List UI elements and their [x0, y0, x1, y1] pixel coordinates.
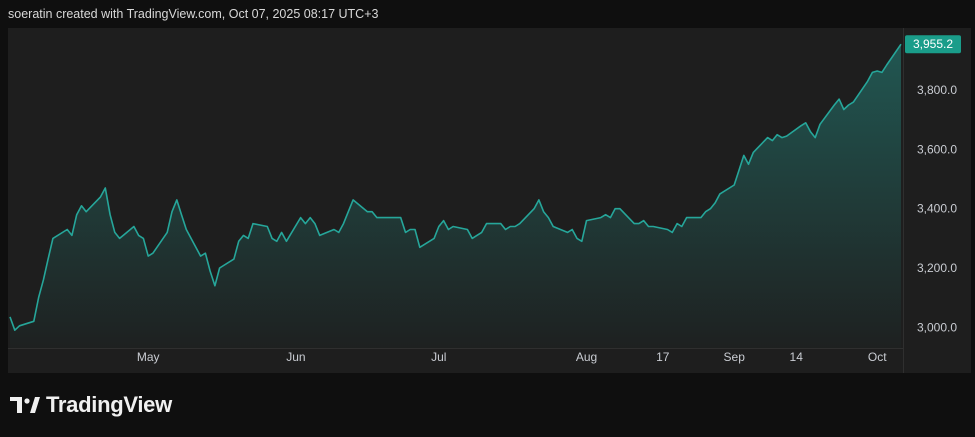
x-tick-label: 17: [656, 350, 670, 364]
tradingview-brand[interactable]: TradingView: [10, 392, 172, 418]
y-tick-label: 3,000.0: [917, 320, 957, 334]
y-tick-label: 3,800.0: [917, 83, 957, 97]
x-tick-label: May: [137, 350, 160, 364]
last-price-label: 3,955.2: [913, 37, 953, 51]
price-area-layer: [10, 44, 901, 348]
x-tick-label: 14: [790, 350, 804, 364]
price-axis[interactable]: 3,000.0 3,200.0 3,400.0 3,600.0 3,800.0: [917, 83, 957, 334]
x-tick-label: Oct: [868, 350, 887, 364]
last-price-badge: [905, 35, 961, 54]
x-tick-label: Jun: [286, 350, 305, 364]
tradingview-logo-icon: [10, 394, 40, 416]
x-tick-label: Jul: [431, 350, 446, 364]
chart-attribution: soeratin created with TradingView.com, O…: [8, 7, 379, 21]
price-chart[interactable]: 3,000.0 3,200.0 3,400.0 3,600.0 3,800.0 May J…: [8, 28, 971, 373]
last-price-marker: 3,955.2: [905, 35, 961, 54]
tradingview-wordmark: TradingView: [46, 392, 172, 417]
time-axis[interactable]: May Jun Jul Aug 17 Sep 14 Oct: [137, 350, 887, 364]
price-series-line: [9, 43, 902, 331]
x-tick-label: Sep: [724, 350, 746, 364]
price-area-fill: [10, 44, 901, 348]
price-line-layer: [9, 43, 902, 331]
x-tick-label: Aug: [576, 350, 597, 364]
y-tick-label: 3,600.0: [917, 143, 957, 157]
y-tick-label: 3,200.0: [917, 261, 957, 275]
y-tick-label: 3,400.0: [917, 202, 957, 216]
chart-panel[interactable]: 3,000.0 3,200.0 3,400.0 3,600.0 3,800.0 May J…: [8, 28, 971, 373]
